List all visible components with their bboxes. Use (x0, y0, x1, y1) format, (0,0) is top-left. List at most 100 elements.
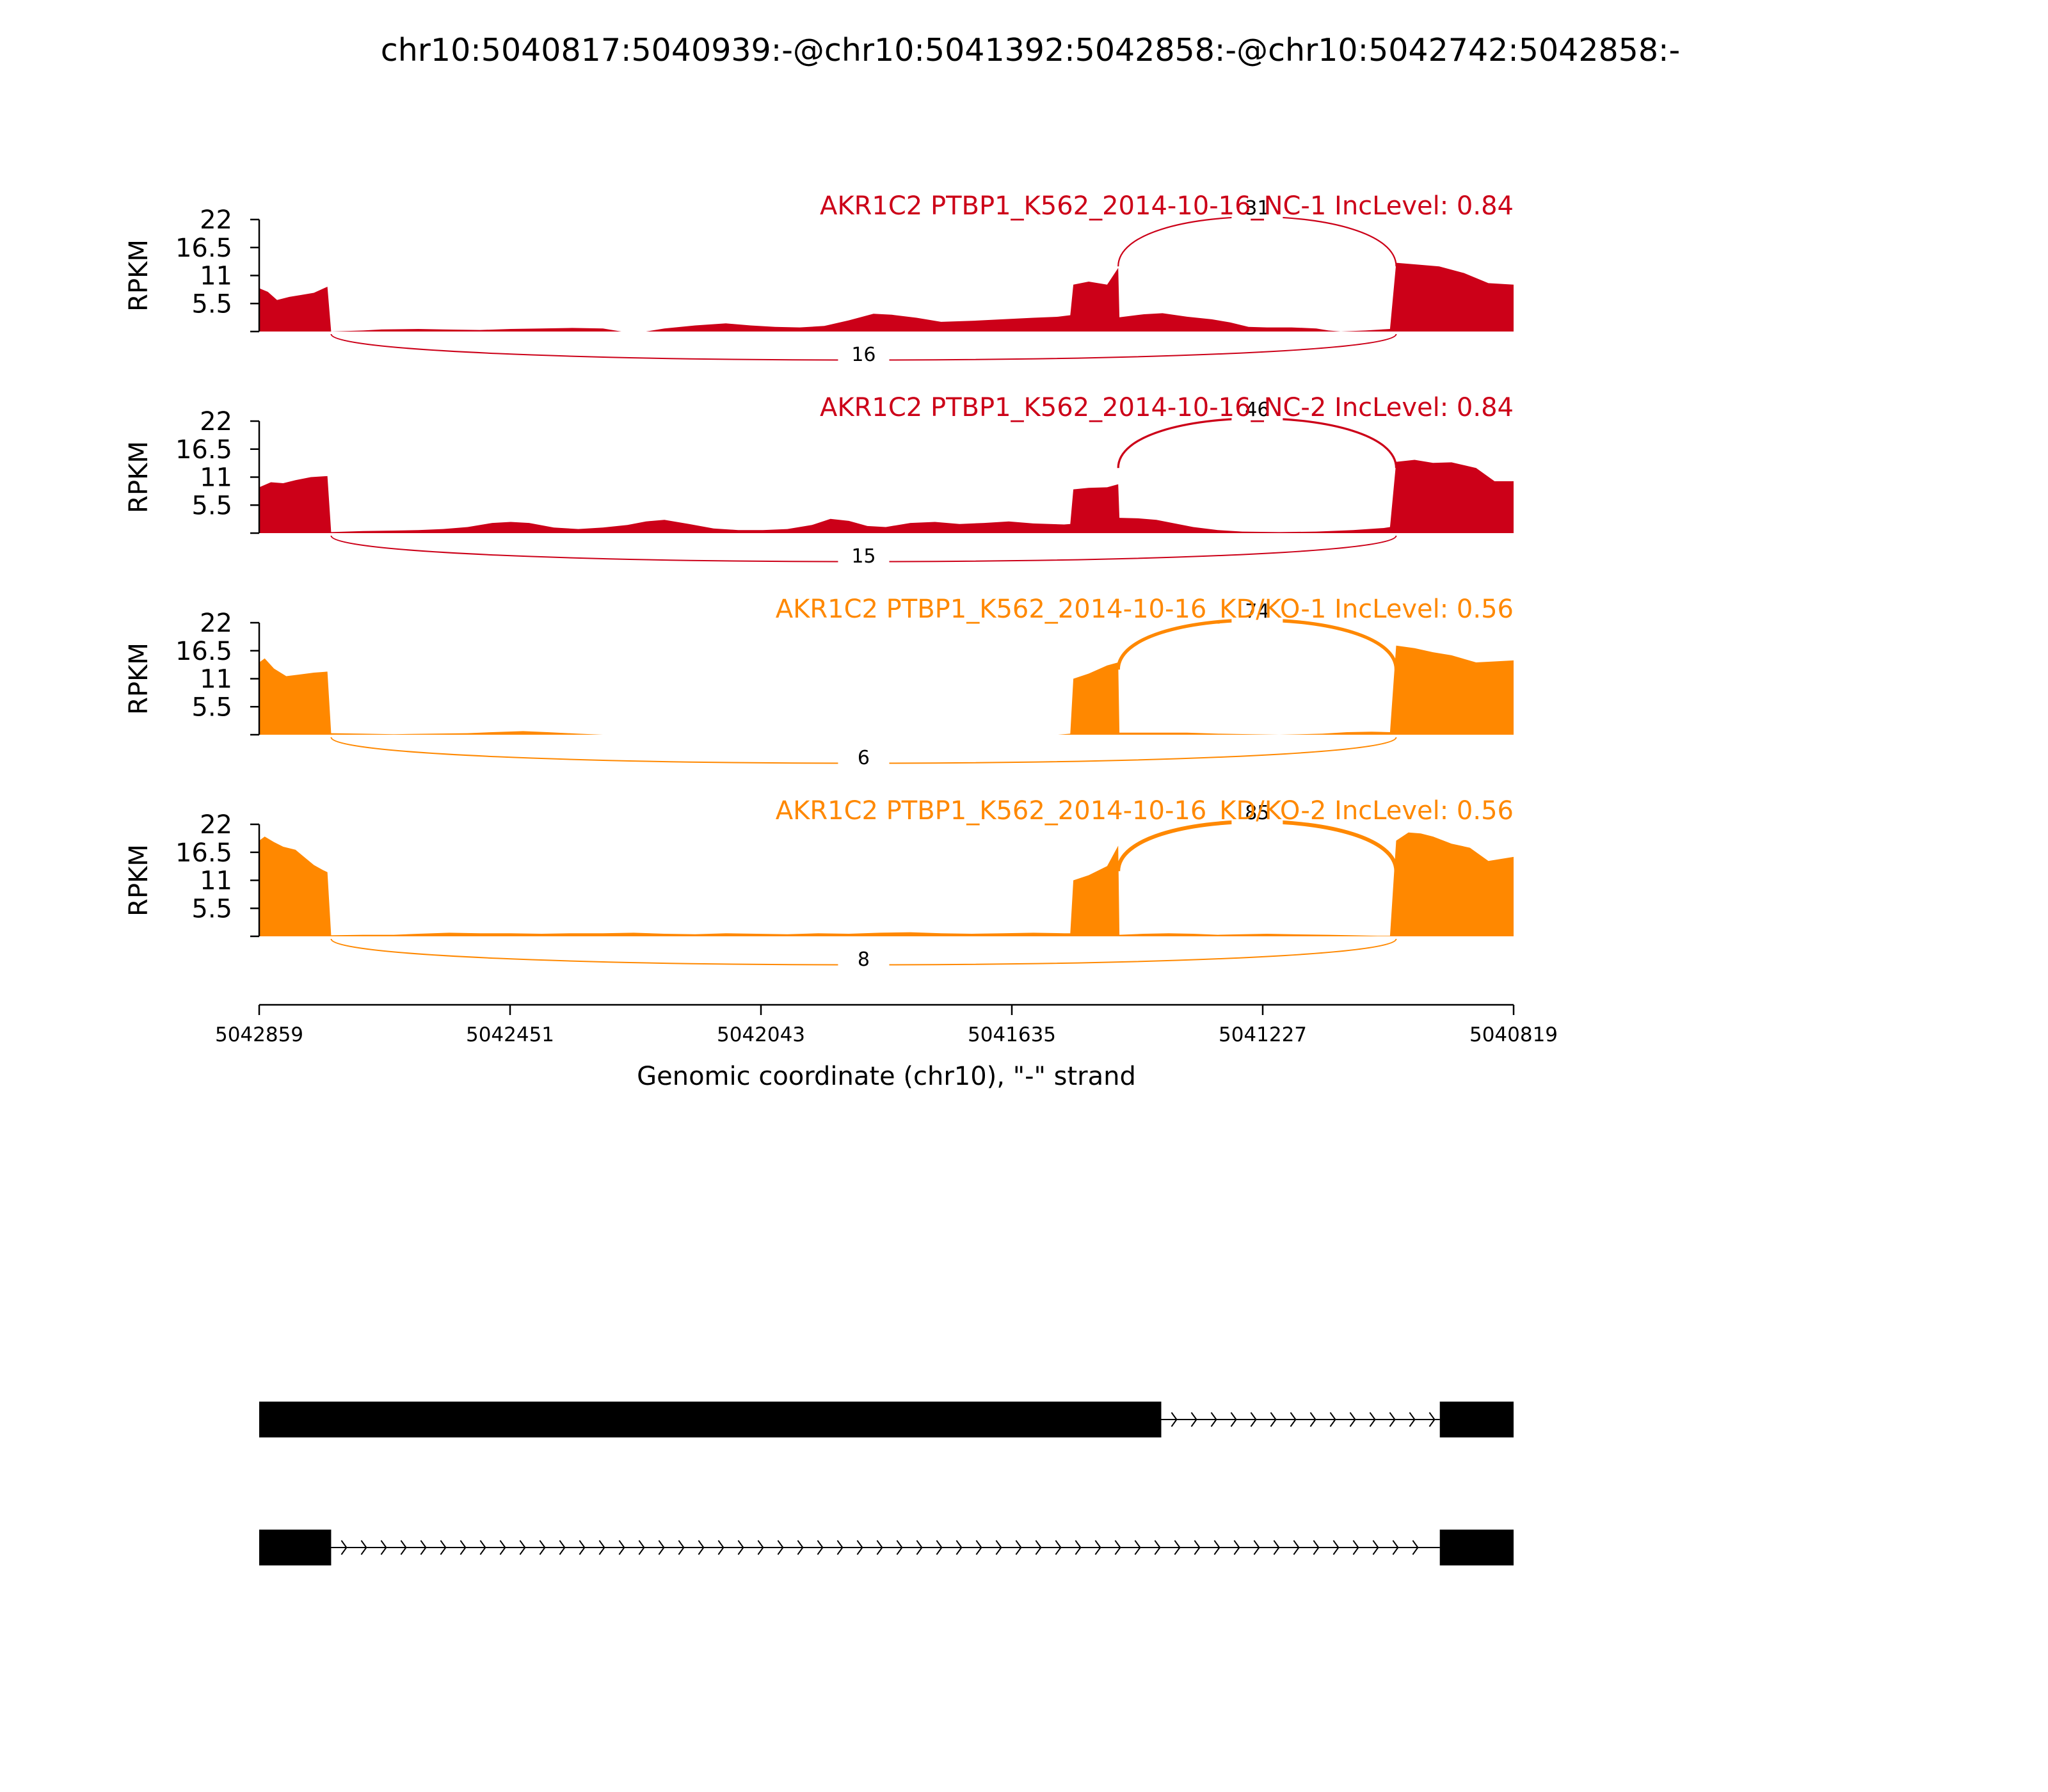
strand-arrow (658, 1540, 665, 1555)
y-tick-label: 16.5 (175, 838, 232, 868)
y-tick-label: 5.5 (191, 692, 232, 722)
strand-arrow (1253, 1540, 1260, 1555)
y-tick-label: 5.5 (191, 289, 232, 319)
x-axis-label: Genomic coordinate (chr10), "-" strand (637, 1062, 1136, 1091)
strand-arrow (559, 1540, 566, 1555)
strand-arrow (797, 1540, 804, 1555)
strand-arrow (817, 1540, 824, 1555)
exon-block (259, 1402, 1162, 1437)
strand-arrow (698, 1540, 705, 1555)
strand-arrow (1369, 1412, 1376, 1427)
y-axis-label: RPKM (124, 643, 154, 715)
strand-arrow (1094, 1540, 1101, 1555)
junction-count: 15 (851, 545, 876, 568)
y-tick-label: 11 (200, 262, 232, 291)
strand-arrow (460, 1540, 467, 1555)
strand-arrow (1194, 1540, 1201, 1555)
junction-count: 85 (1245, 802, 1269, 824)
strand-arrow (1389, 1412, 1396, 1427)
junction-count-bg (838, 750, 890, 769)
strand-arrow (995, 1540, 1002, 1555)
x-tick-label: 5041227 (1219, 1023, 1307, 1046)
strand-arrow (1114, 1540, 1121, 1555)
y-tick-label: 22 (200, 810, 232, 840)
y-axis-label: RPKM (124, 239, 154, 312)
strand-arrow (1290, 1412, 1297, 1427)
isoform-1 (259, 1402, 1514, 1437)
exon-block (1439, 1402, 1514, 1437)
strand-arrow (380, 1540, 387, 1555)
strand-arrow (1174, 1540, 1181, 1555)
junction-count: 31 (1245, 197, 1269, 220)
strand-arrow (717, 1540, 724, 1555)
exon-block (1439, 1530, 1514, 1565)
strand-arrow (1309, 1412, 1316, 1427)
strand-arrow (499, 1540, 506, 1555)
y-tick-label: 22 (200, 609, 232, 638)
junction-count-bg (838, 548, 890, 568)
junction-count-bg (838, 952, 890, 971)
strand-arrow (975, 1540, 982, 1555)
junction-count: 46 (1245, 399, 1269, 421)
x-tick-label: 5042451 (466, 1023, 554, 1046)
junction-count: 6 (858, 747, 870, 769)
strand-arrow (1349, 1412, 1356, 1427)
y-tick-label: 22 (200, 407, 232, 436)
strand-arrow (519, 1540, 526, 1555)
strand-arrow (1293, 1540, 1300, 1555)
strand-arrow (1352, 1540, 1359, 1555)
isoform-models (259, 1402, 1514, 1565)
strand-arrow (1250, 1412, 1257, 1427)
junction-count: 74 (1245, 600, 1269, 623)
strand-arrow (1372, 1540, 1379, 1555)
y-tick-label: 16.5 (175, 637, 232, 666)
strand-arrow (757, 1540, 764, 1555)
strand-arrow (1313, 1540, 1320, 1555)
strand-arrow (1154, 1540, 1161, 1555)
strand-arrow (1171, 1412, 1178, 1427)
junction-count-bg (1231, 604, 1283, 623)
strand-arrow (340, 1540, 348, 1555)
strand-arrow (1270, 1412, 1277, 1427)
strand-arrow (1134, 1540, 1141, 1555)
strand-arrow (1015, 1540, 1022, 1555)
strand-arrow (539, 1540, 546, 1555)
y-tick-label: 5.5 (191, 491, 232, 520)
strand-arrow (936, 1540, 943, 1555)
junction-count-bg (838, 347, 890, 366)
y-axis-label: RPKM (124, 844, 154, 916)
strand-arrow (777, 1540, 784, 1555)
strand-arrow (579, 1540, 586, 1555)
x-tick-label: 5042043 (717, 1023, 805, 1046)
strand-arrow (916, 1540, 923, 1555)
strand-arrow (440, 1540, 447, 1555)
coverage-area (259, 262, 1514, 332)
junction-count: 8 (858, 948, 870, 971)
strand-arrow (1210, 1412, 1217, 1427)
page-title: chr10:5040817:5040939:-@chr10:5041392:50… (381, 32, 1680, 68)
x-tick-label: 5041635 (968, 1023, 1056, 1046)
strand-arrow (420, 1540, 427, 1555)
strand-arrow (1409, 1412, 1416, 1427)
strand-arrow (1428, 1412, 1436, 1427)
x-tick-label: 5042859 (215, 1023, 303, 1046)
strand-arrow (1035, 1540, 1042, 1555)
strand-arrow (1075, 1540, 1082, 1555)
y-tick-label: 16.5 (175, 234, 232, 263)
strand-arrow (400, 1540, 407, 1555)
x-axis: 5042859 5042451 5042043 5041635 5041227 50408… (215, 1004, 1558, 1091)
y-tick-label: 16.5 (175, 435, 232, 465)
strand-arrow (638, 1540, 645, 1555)
track-title: AKR1C2 PTBP1_K562_2014-10-16_KD/KO-1 Inc… (776, 595, 1514, 624)
junction-count-bg (1231, 200, 1283, 220)
y-tick-label: 11 (200, 463, 232, 493)
y-tick-label: 22 (200, 205, 232, 235)
y-tick-label: 11 (200, 867, 232, 896)
strand-arrow (1412, 1540, 1419, 1555)
y-axis-label: RPKM (124, 441, 154, 513)
strand-arrow (856, 1540, 863, 1555)
